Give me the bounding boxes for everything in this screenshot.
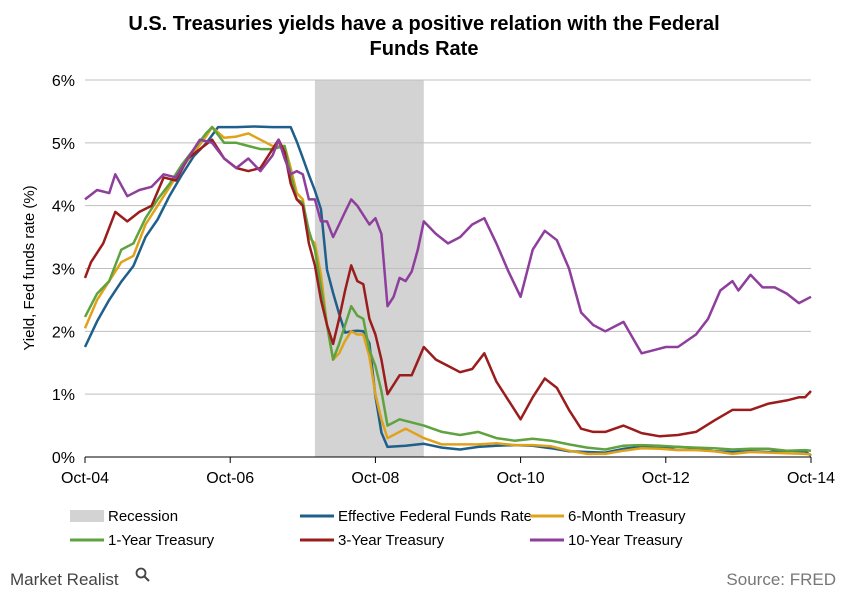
y-tick-label: 1% [52, 387, 75, 404]
x-tick-label: Oct-04 [61, 470, 109, 487]
chart-title-line: U.S. Treasuries yields have a positive r… [128, 13, 719, 35]
series-line-6-month-treasury [83, 125, 812, 456]
legend-item: 6-Month Treasury [530, 508, 686, 525]
legend-label: 3-Year Treasury [338, 532, 445, 549]
x-tick-label: Oct-12 [642, 470, 690, 487]
legend-swatch [70, 510, 104, 522]
legend-label: 1-Year Treasury [108, 532, 215, 549]
legend: Recession Effective Federal Funds Rate 6-M… [70, 508, 686, 549]
legend-item: Recession [70, 508, 178, 525]
series-line-10-year-treasury [84, 138, 812, 355]
x-tick-label: Oct-06 [206, 470, 254, 487]
y-tick-label: 3% [52, 262, 75, 279]
y-tick-label: 6% [52, 73, 75, 90]
x-tick-label: Oct-14 [787, 470, 835, 487]
legend-label: Effective Federal Funds Rate [338, 508, 532, 525]
series-line-effective-federal-funds-rate [83, 125, 812, 457]
y-axis-label: Yield, Fed funds rate (%) [21, 185, 38, 350]
y-tick-label: 4% [52, 199, 75, 216]
legend-label: Recession [108, 508, 178, 525]
y-tick-label: 0% [52, 450, 75, 467]
legend-label: 6-Month Treasury [568, 508, 686, 525]
magnifier-icon [135, 567, 150, 582]
y-tick-label: 5% [52, 136, 75, 153]
series-line-3-year-treasury [83, 138, 812, 438]
source-note: Source: FRED [726, 570, 836, 589]
chart-title-line: Funds Rate [370, 38, 479, 60]
gridlines [85, 79, 811, 395]
series-line-1-year-treasury [83, 125, 812, 452]
x-tick-label: Oct-08 [351, 470, 399, 487]
x-axis: Oct-04 Oct-06 Oct-08 Oct-10 Oct-12 Oct-14 [61, 456, 835, 487]
legend-item: 10-Year Treasury [530, 532, 683, 549]
legend-label: 10-Year Treasury [568, 532, 683, 549]
chart-title: U.S. Treasuries yields have a positive r… [128, 13, 719, 60]
brand-name: Market Realist [10, 570, 119, 589]
y-tick-label: 2% [52, 324, 75, 341]
x-tick-label: Oct-10 [497, 470, 545, 487]
legend-item: 1-Year Treasury [70, 532, 215, 549]
series-lines [83, 125, 812, 457]
y-axis: 0% 1% 2% 3% 4% 5% 6% [52, 73, 75, 467]
legend-item: Effective Federal Funds Rate [300, 508, 532, 525]
legend-item: 3-Year Treasury [300, 532, 445, 549]
brand-logo: Market Realist [10, 567, 150, 589]
